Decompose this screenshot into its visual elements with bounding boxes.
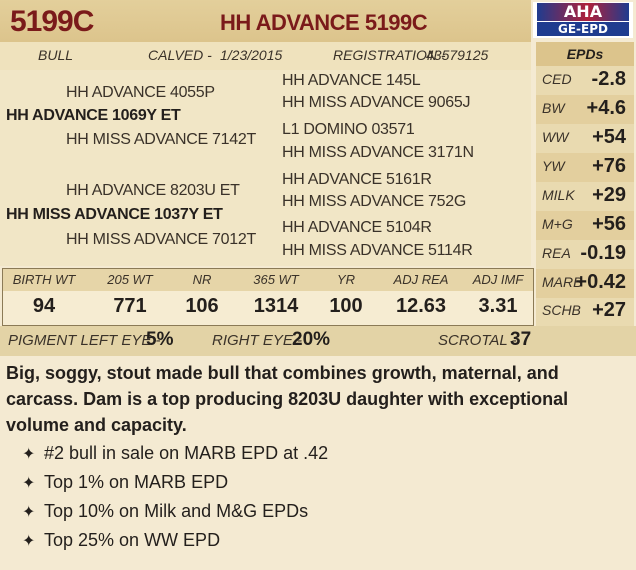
description: Big, soggy, stout made bull that combine… — [6, 363, 569, 435]
perf-value-nr: 106 — [185, 295, 219, 317]
pedigree: HH ADVANCE 4055P HH ADVANCE 1069Y ET HH … — [0, 70, 531, 266]
pigment-left-label: PIGMENT LEFT EYE - — [8, 332, 161, 349]
highlight-text: Top 1% on MARB EPD — [44, 472, 229, 492]
calved-date: 1/23/2015 — [220, 47, 283, 63]
star-bullet-icon: ✦ — [22, 533, 36, 550]
epd-row-ww: WW +54 — [536, 124, 634, 153]
sex-label: BULL — [38, 47, 74, 63]
performance-header — [3, 269, 533, 291]
logo-top-text: AHA — [537, 3, 629, 21]
sire-sire: HH ADVANCE 4055P — [66, 84, 215, 101]
epd-title: EPDs — [536, 42, 634, 66]
scrotal-label: SCROTAL - — [438, 332, 517, 349]
epd-label: WW — [542, 129, 569, 145]
epd-value: -0.19 — [580, 242, 626, 264]
dam-dam-sire: HH ADVANCE 5104R — [282, 219, 432, 236]
registration-label: REGISTRATION - — [333, 47, 446, 63]
epd-row-ced: CED -2.8 — [536, 66, 634, 95]
sire-dam-sire: L1 DOMINO 03571 — [282, 121, 415, 138]
epd-label: BW — [542, 100, 565, 116]
scrotal-value: 37 — [510, 329, 532, 350]
highlight-text: Top 10% on Milk and M&G EPDs — [44, 501, 309, 521]
dam-sire: HH ADVANCE 8203U ET — [66, 182, 240, 199]
perf-value-205-wt: 771 — [113, 295, 147, 317]
perf-value-yr: 100 — [329, 295, 363, 317]
list-item: ✦ Top 10% on Milk and M&G EPDs — [22, 501, 328, 530]
list-item: ✦ Top 1% on MARB EPD — [22, 472, 328, 501]
perf-header-adj-imf: ADJ IMF — [472, 272, 524, 287]
highlights-list: ✦ #2 bull in sale on MARB EPD at .42 ✦ Top… — [22, 443, 328, 559]
list-item: ✦ Top 25% on WW EPD — [22, 530, 328, 559]
epd-row-marb: MARB +0.42 — [536, 269, 634, 298]
epd-row-milk: MILK +29 — [536, 182, 634, 211]
registration-number: 43579125 — [426, 47, 489, 63]
aha-ge-epd-logo: AHA GE-EPD — [533, 2, 633, 38]
epd-value: +54 — [592, 126, 626, 148]
perf-header-birth-wt: BIRTH WT — [12, 272, 76, 287]
bull-info-row: BULL CALVED - 1/23/2015 REGISTRATION - 4… — [0, 42, 531, 70]
perf-header-adj-rea: ADJ REA — [393, 272, 449, 287]
performance-table: BIRTH WT 205 WT NR 365 WT YR ADJ REA ADJ… — [2, 268, 534, 326]
highlight-text: Top 25% on WW EPD — [44, 530, 221, 550]
sire-sire-dam: HH MISS ADVANCE 9065J — [282, 94, 471, 111]
perf-header-365-wt: 365 WT — [253, 272, 299, 287]
epd-value: +29 — [592, 184, 626, 206]
star-bullet-icon: ✦ — [22, 446, 36, 463]
list-item: ✦ #2 bull in sale on MARB EPD at .42 — [22, 443, 328, 472]
perf-value-birth-wt: 94 — [32, 295, 56, 317]
epd-value: +76 — [592, 155, 626, 177]
epd-row-schb: SCHB +27 — [536, 297, 634, 326]
sire: HH ADVANCE 1069Y ET — [6, 107, 181, 124]
bull-name: HH ADVANCE 5199C — [220, 10, 428, 35]
dam-dam-dam: HH MISS ADVANCE 5114R — [282, 242, 473, 259]
lot-header: 5199C HH ADVANCE 5199C — [0, 0, 531, 42]
epd-label: SCHB — [542, 302, 581, 318]
epd-value: +56 — [592, 213, 626, 235]
perf-header-yr: YR — [336, 272, 356, 287]
epd-value: -2.8 — [591, 68, 626, 90]
dam-sire-sire: HH ADVANCE 5161R — [282, 171, 432, 188]
epd-value: +0.42 — [575, 271, 626, 293]
lot-number: 5199C — [10, 5, 94, 38]
epd-label: REA — [542, 245, 571, 261]
sire-dam-dam: HH MISS ADVANCE 3171N — [282, 144, 474, 161]
pigment-row: PIGMENT LEFT EYE - 5% RIGHT EYE - 20% SC… — [0, 326, 636, 356]
epd-label: M+G — [542, 216, 573, 232]
epd-label: YW — [542, 158, 565, 174]
pigment-right-value: 20% — [292, 329, 331, 350]
dam-dam: HH MISS ADVANCE 7012T — [66, 231, 256, 248]
highlight-text: #2 bull in sale on MARB EPD at .42 — [44, 443, 329, 463]
perf-header-205-wt: 205 WT — [107, 272, 153, 287]
star-bullet-icon: ✦ — [22, 475, 36, 492]
pigment-left-value: 5% — [146, 329, 174, 350]
epd-value: +4.6 — [586, 97, 626, 119]
sire-sire-sire: HH ADVANCE 145L — [282, 72, 421, 89]
epd-label: MILK — [542, 187, 575, 203]
perf-value-adj-imf: 3.31 — [478, 295, 518, 317]
dam: HH MISS ADVANCE 1037Y ET — [6, 206, 223, 223]
sire-dam: HH MISS ADVANCE 7142T — [66, 131, 256, 148]
epd-row-mg: M+G +56 — [536, 211, 634, 240]
perf-header-nr: NR — [192, 272, 212, 287]
perf-value-365-wt: 1314 — [253, 295, 299, 317]
pigment-right-label: RIGHT EYE - — [212, 332, 303, 349]
star-bullet-icon: ✦ — [22, 504, 36, 521]
epd-row-bw: BW +4.6 — [536, 95, 634, 124]
epd-value: +27 — [592, 299, 626, 321]
epd-label: CED — [542, 71, 572, 87]
logo-bottom-text: GE-EPD — [537, 22, 629, 36]
epd-row-rea: REA -0.19 — [536, 240, 634, 269]
dam-sire-dam: HH MISS ADVANCE 752G — [282, 193, 466, 210]
perf-value-adj-rea: 12.63 — [395, 295, 447, 317]
calved-label: CALVED - — [148, 47, 212, 63]
epd-label: MARB — [542, 274, 583, 290]
epd-row-yw: YW +76 — [536, 153, 634, 182]
